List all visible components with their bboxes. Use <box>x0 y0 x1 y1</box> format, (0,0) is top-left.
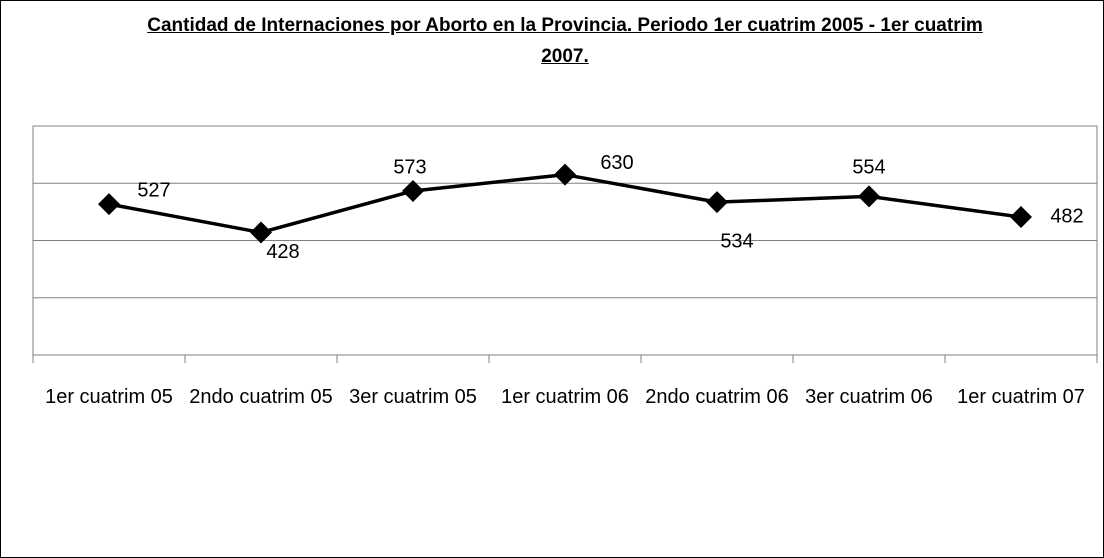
chart-title: Cantidad de Internaciones por Aborto en … <box>147 15 983 67</box>
data-label: 534 <box>720 230 753 252</box>
x-tick-label: 2ndo cuatrim 06 <box>645 386 789 408</box>
x-tick-label: 3er cuatrim 05 <box>349 386 477 408</box>
x-tick-label: 3er cuatrim 06 <box>805 386 933 408</box>
x-tick-label: 1er cuatrim 06 <box>501 386 629 408</box>
data-label: 573 <box>393 156 426 178</box>
x-tick-label: 1er cuatrim 05 <box>45 386 173 408</box>
marker <box>1010 206 1032 229</box>
x-tick-label: 1er cuatrim 07 <box>957 386 1085 408</box>
data-label: 428 <box>266 241 299 263</box>
marker <box>250 221 272 244</box>
marker <box>706 191 728 214</box>
data-label: 482 <box>1050 205 1083 227</box>
data-label: 630 <box>600 152 633 174</box>
data-label: 554 <box>852 157 885 179</box>
x-tick-label: 2ndo cuatrim 05 <box>189 386 333 408</box>
data-label: 527 <box>137 179 170 201</box>
marker <box>98 193 120 216</box>
marker <box>402 179 424 202</box>
marker <box>554 163 576 186</box>
marker <box>858 185 880 208</box>
